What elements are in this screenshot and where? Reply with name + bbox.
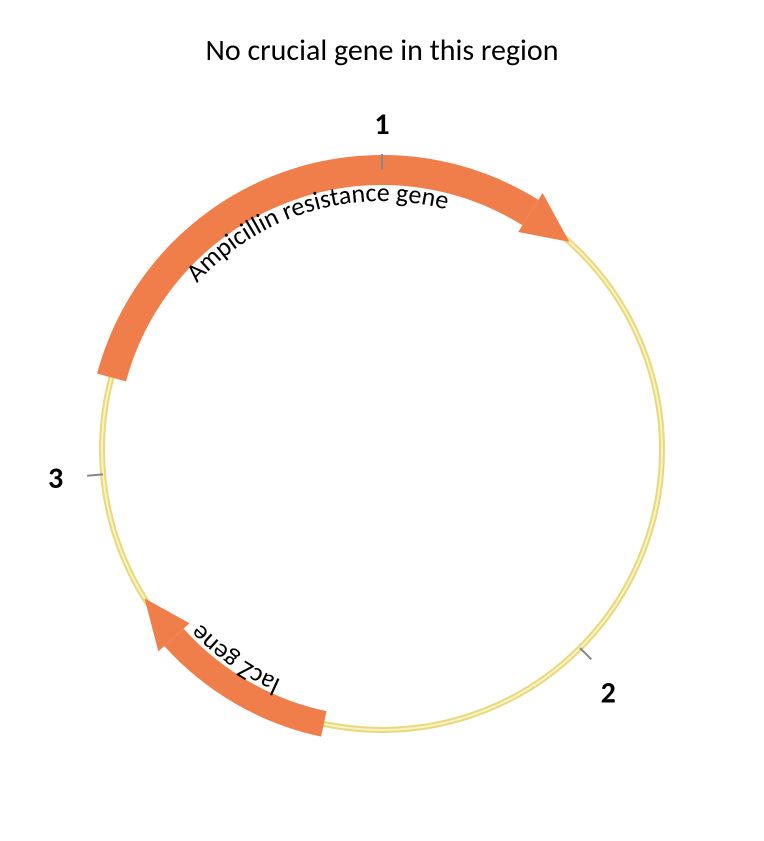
marker-label-2: 2 — [601, 674, 616, 711]
title-text: No crucial gene in this region — [206, 32, 559, 69]
marker-label-3: 3 — [48, 460, 63, 497]
marker-tick-2 — [580, 648, 591, 659]
marker-tick-3 — [87, 474, 103, 475]
plasmid-svg: Ampicillin resistance genelacZ gene123No… — [0, 0, 764, 841]
marker-label-1: 1 — [374, 106, 389, 143]
plasmid-diagram: Ampicillin resistance genelacZ gene123No… — [0, 0, 764, 841]
